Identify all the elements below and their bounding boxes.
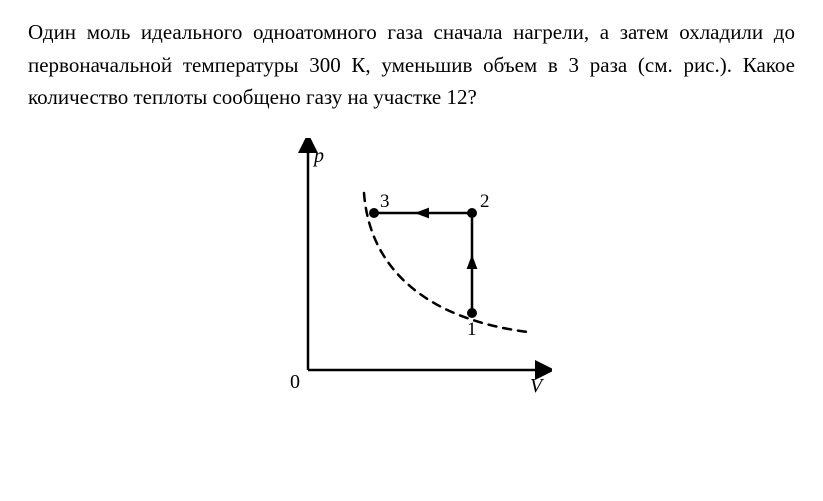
- svg-text:p: p: [312, 145, 324, 167]
- svg-text:0: 0: [290, 371, 300, 393]
- problem-text: Один моль идеального одноатомного газа с…: [28, 16, 795, 114]
- svg-text:V: V: [530, 375, 545, 397]
- figure-container: p V 0 1 2 3: [28, 138, 795, 398]
- svg-text:3: 3: [380, 191, 390, 212]
- chart-svg: p V 0 1 2 3: [272, 138, 552, 398]
- pv-diagram: p V 0 1 2 3: [272, 138, 552, 398]
- svg-text:1: 1: [467, 319, 477, 340]
- svg-text:2: 2: [480, 191, 490, 212]
